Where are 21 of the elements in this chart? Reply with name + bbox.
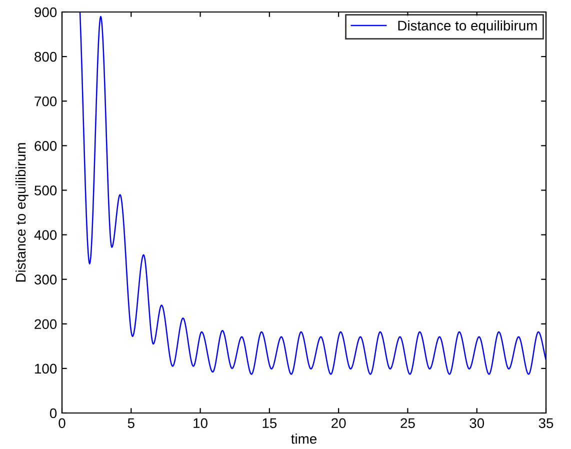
x-tick-label: 15	[262, 418, 277, 428]
x-tick-label: 10	[194, 418, 208, 428]
y-tick-label: 500	[34, 186, 57, 196]
y-tick-label: 200	[34, 319, 57, 330]
y-tick-label: 600	[34, 141, 57, 151]
y-tick-label: 300	[34, 274, 57, 285]
legend-label: Distance to equilibirum	[398, 20, 537, 34]
y-tick-label: 0	[50, 408, 57, 418]
x-tick-label: 5	[128, 418, 134, 428]
x-tick-label: 0	[58, 418, 66, 428]
y-tick-label: 900	[34, 7, 57, 18]
y-tick-label: 800	[34, 52, 57, 62]
y-tick-label: 400	[34, 230, 57, 240]
x-tick-label: 35	[538, 418, 554, 428]
x-axis-title: time	[291, 434, 317, 444]
x-tick-label: 30	[470, 418, 484, 428]
x-tick-label: 20	[332, 418, 346, 428]
x-tick-label: 25	[400, 418, 415, 428]
y-axis-title: Distance to equilibirum	[15, 143, 28, 282]
y-tick-label: 100	[35, 364, 57, 374]
y-tick-label: 700	[34, 96, 57, 106]
